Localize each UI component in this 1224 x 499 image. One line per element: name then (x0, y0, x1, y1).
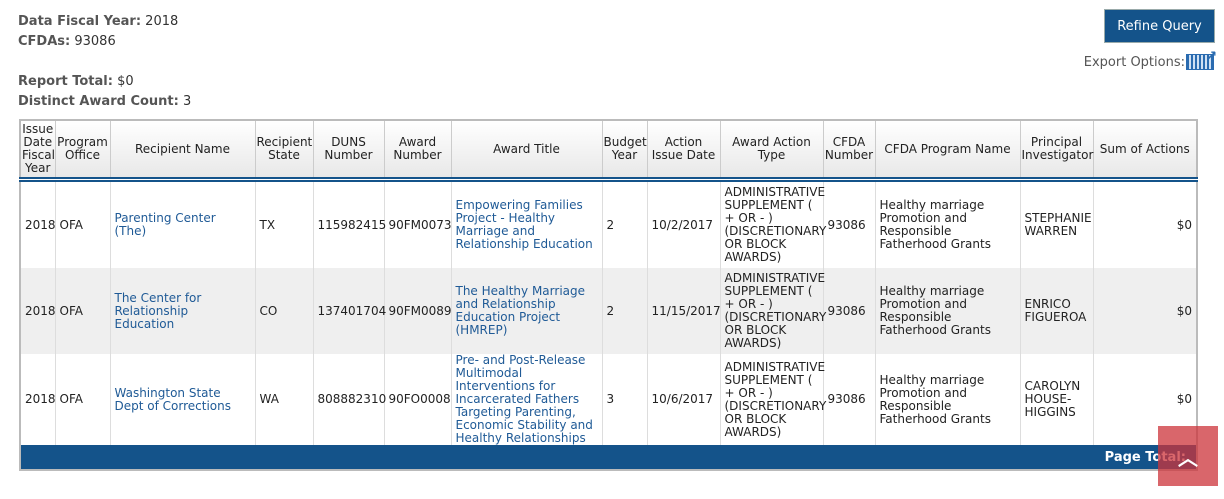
table-cell: 93086 (822, 268, 875, 354)
column-header: DUNS Number (312, 120, 384, 182)
column-header: Issue Date Fiscal Year (19, 120, 55, 182)
column-header: Award Number (383, 120, 451, 182)
table-cell: 808882310 (312, 354, 386, 445)
column-header: Sum of Actions (1092, 120, 1197, 182)
table-cell: 93086 (822, 354, 875, 445)
table-cell: The Healthy Marriage and Relationship Ed… (450, 268, 602, 354)
table-cell: 2018 (19, 354, 56, 445)
table-row: 2018 OFA Parenting Center (The) TX 115982415… (19, 179, 1197, 268)
table-cell: 2 (601, 268, 647, 354)
table-cell: OFA (54, 354, 110, 445)
table-cell: CO (254, 268, 313, 354)
table-cell: OFA (54, 268, 110, 354)
report-total: Report Total: $0 (18, 74, 134, 89)
table-cell: 10/2/2017 (646, 179, 720, 268)
table-cell: Empowering Families Project - Healthy Ma… (450, 179, 602, 268)
table-cell: WA (254, 354, 313, 445)
column-header: Principal Investigator (1019, 120, 1093, 182)
table-cell: Healthy marriage Promotion and Responsib… (874, 179, 1020, 268)
table-cell: 3 (601, 354, 647, 445)
export-options: Export Options: (1083, 49, 1217, 70)
awards-table: Issue Date Fiscal Year Program Office Reci… (19, 119, 1198, 471)
table-cell: ADMINISTRATIVE SUPPLEMENT ( + OR - ) (DI… (719, 268, 826, 354)
table-cell: STEPHANIE WARREN (1019, 179, 1093, 268)
table-header-row: Issue Date Fiscal Year Program Office Reci… (19, 120, 1197, 182)
table-cell: 2 (601, 179, 647, 268)
award-count: Distinct Award Count: 3 (18, 94, 192, 109)
table-cell: Healthy marriage Promotion and Responsib… (874, 268, 1020, 354)
table-cell: 115982415 (312, 179, 386, 268)
award-title-link[interactable]: Pre- and Post-Release Multimodal Interve… (455, 353, 593, 445)
table-cell: The Center for Relationship Education (109, 268, 255, 354)
table-cell: 10/6/2017 (646, 354, 720, 445)
column-header: Recipient State (254, 120, 313, 182)
export-label: Export Options: (1083, 54, 1185, 70)
table-cell: OFA (54, 179, 110, 268)
table-cell: Healthy marriage Promotion and Responsib… (874, 354, 1020, 445)
table-cell: Pre- and Post-Release Multimodal Interve… (450, 353, 602, 445)
column-header: Program Office (54, 120, 110, 182)
fiscal-year: Data Fiscal Year: 2018 (18, 14, 179, 29)
award-title-link[interactable]: Empowering Families Project - Healthy Ma… (455, 198, 593, 251)
column-header: CFDA Number (822, 120, 875, 182)
recipient-link[interactable]: The Center for Relationship Education (114, 290, 202, 331)
table-cell: Washington State Dept of Corrections (109, 354, 255, 445)
table-row: 2018 OFA Washington State Dept of Correcti… (19, 353, 1197, 445)
table-cell: TX (254, 179, 313, 268)
excel-export-icon[interactable] (1186, 49, 1217, 70)
table-cell: 137401704 (312, 268, 386, 354)
table-cell: 90FO0008 (383, 354, 451, 445)
table-cell: 93086 (822, 179, 875, 268)
table-cell: 90FM0073 (383, 179, 452, 268)
column-header: Award Action Type (719, 120, 823, 182)
table-cell: Parenting Center (The) (109, 179, 255, 268)
table-cell: CAROLYN HOUSE-HIGGINS (1019, 354, 1093, 445)
cfdas: CFDAs: 93086 (18, 34, 116, 49)
column-header: Award Title (450, 120, 602, 182)
recipient-link[interactable]: Washington State Dept of Corrections (114, 385, 231, 413)
table-cell: $0 (1092, 179, 1197, 268)
chevron-up-icon: ︿ (1178, 445, 1198, 470)
table-cell: 90FM0089 (383, 268, 452, 354)
column-header: CFDA Program Name (874, 120, 1020, 182)
table-cell: ADMINISTRATIVE SUPPLEMENT ( + OR - ) (DI… (719, 354, 826, 445)
table-cell: $0 (1092, 268, 1197, 354)
table-cell: 11/15/2017 (646, 268, 721, 354)
table-cell: ENRICO FIGUEROA (1019, 268, 1093, 354)
column-header: Action Issue Date (646, 120, 720, 182)
table-row: 2018 OFA The Center for Relationship Educa… (19, 268, 1197, 354)
column-header: Recipient Name (109, 120, 255, 182)
refine-query-button[interactable]: Refine Query (1104, 9, 1215, 43)
page-total: Page Total: (19, 445, 1197, 470)
award-title-link[interactable]: The Healthy Marriage and Relationship Ed… (455, 284, 586, 337)
column-header: Budget Year (601, 120, 647, 182)
scroll-to-top-button[interactable]: ︿ (1158, 426, 1218, 486)
table-cell: 2018 (19, 268, 56, 354)
table-cell: 2018 (19, 179, 56, 268)
table-cell: ADMINISTRATIVE SUPPLEMENT ( + OR - ) (DI… (719, 179, 826, 268)
recipient-link[interactable]: Parenting Center (The) (114, 211, 216, 238)
